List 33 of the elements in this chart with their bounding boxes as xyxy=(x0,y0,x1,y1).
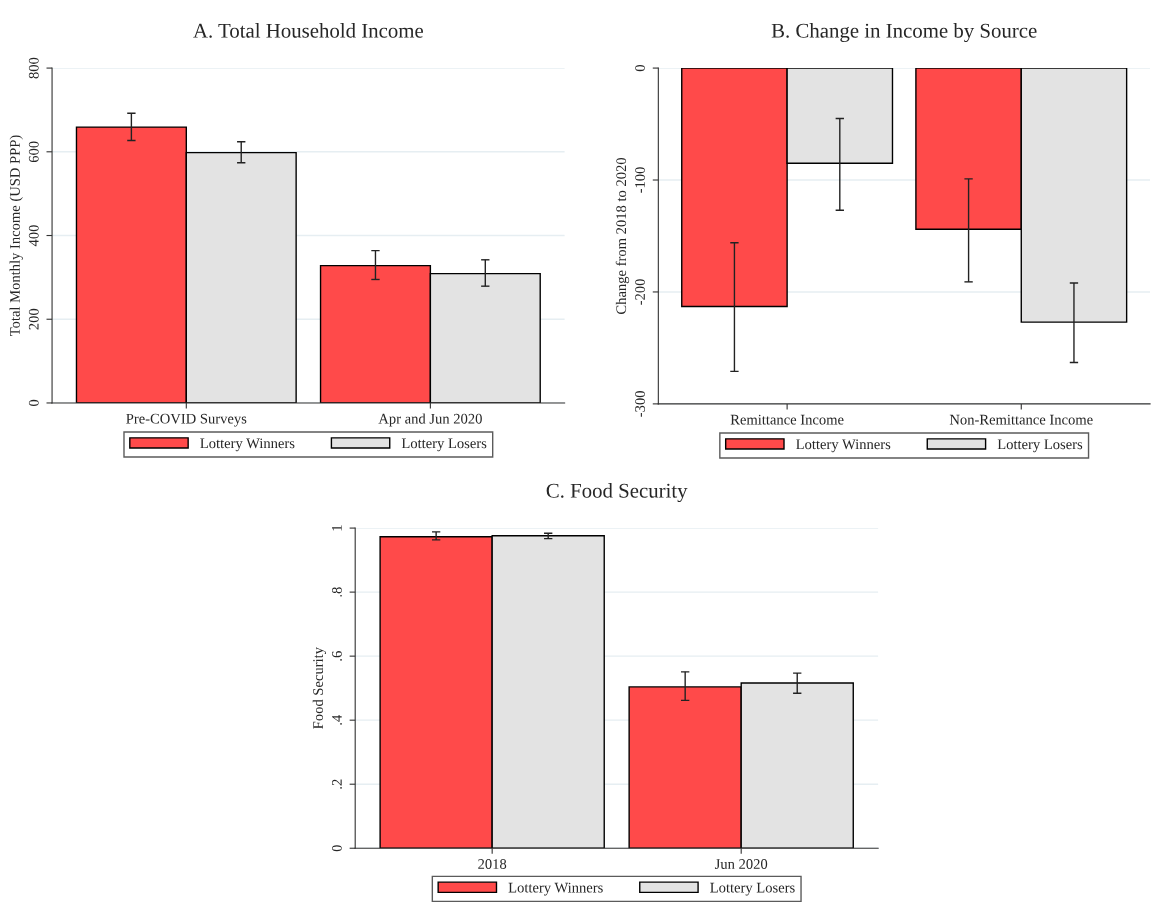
chart-title: C. Food Security xyxy=(546,483,688,503)
legend-label: Lottery Losers xyxy=(997,439,1083,453)
legend-label: Lottery Winners xyxy=(796,439,891,453)
y-tick-label: -100 xyxy=(635,167,645,193)
y-tick-label: .8 xyxy=(331,587,342,597)
x-tick-label: Apr and Jun 2020 xyxy=(378,413,482,427)
y-axis-title: Total Monthly Income (USD PPP) xyxy=(9,135,23,337)
legend-label: Lottery Winners xyxy=(200,438,295,452)
chart-title: A. Total Household Income xyxy=(193,23,423,38)
y-tick-label: 400 xyxy=(28,225,39,247)
y-axis-title: Change from 2018 to 2020 xyxy=(615,157,630,314)
y-tick-label: 0 xyxy=(28,399,39,407)
y-tick-label: 0 xyxy=(331,845,342,852)
legend-label: Lottery Losers xyxy=(401,438,487,452)
x-tick-label: 2018 xyxy=(478,859,507,869)
y-tick-label: -200 xyxy=(635,279,645,305)
y-tick-label: 800 xyxy=(28,57,39,79)
x-tick-label: Pre-COVID Surveys xyxy=(126,413,247,427)
legend-label: Lottery Winners xyxy=(508,882,603,896)
y-tick-label: .2 xyxy=(332,779,342,789)
x-tick-label: Remittance Income xyxy=(730,414,844,425)
chart-title: B. Change in Income by Source xyxy=(771,23,1037,43)
y-tick-label: 200 xyxy=(28,308,39,330)
x-tick-label: Non-Remittance Income xyxy=(949,414,1093,425)
y-tick-label: 600 xyxy=(28,141,39,163)
y-tick-label: .4 xyxy=(332,714,342,725)
x-tick-label: Jun 2020 xyxy=(714,859,768,869)
y-tick-label: -300 xyxy=(635,391,645,417)
y-tick-label: 0 xyxy=(635,64,645,72)
y-axis-title: Food Security xyxy=(312,647,326,729)
y-tick-label: 1 xyxy=(332,525,342,531)
legend-label: Lottery Losers xyxy=(710,882,795,896)
y-tick-label: .6 xyxy=(332,651,342,661)
